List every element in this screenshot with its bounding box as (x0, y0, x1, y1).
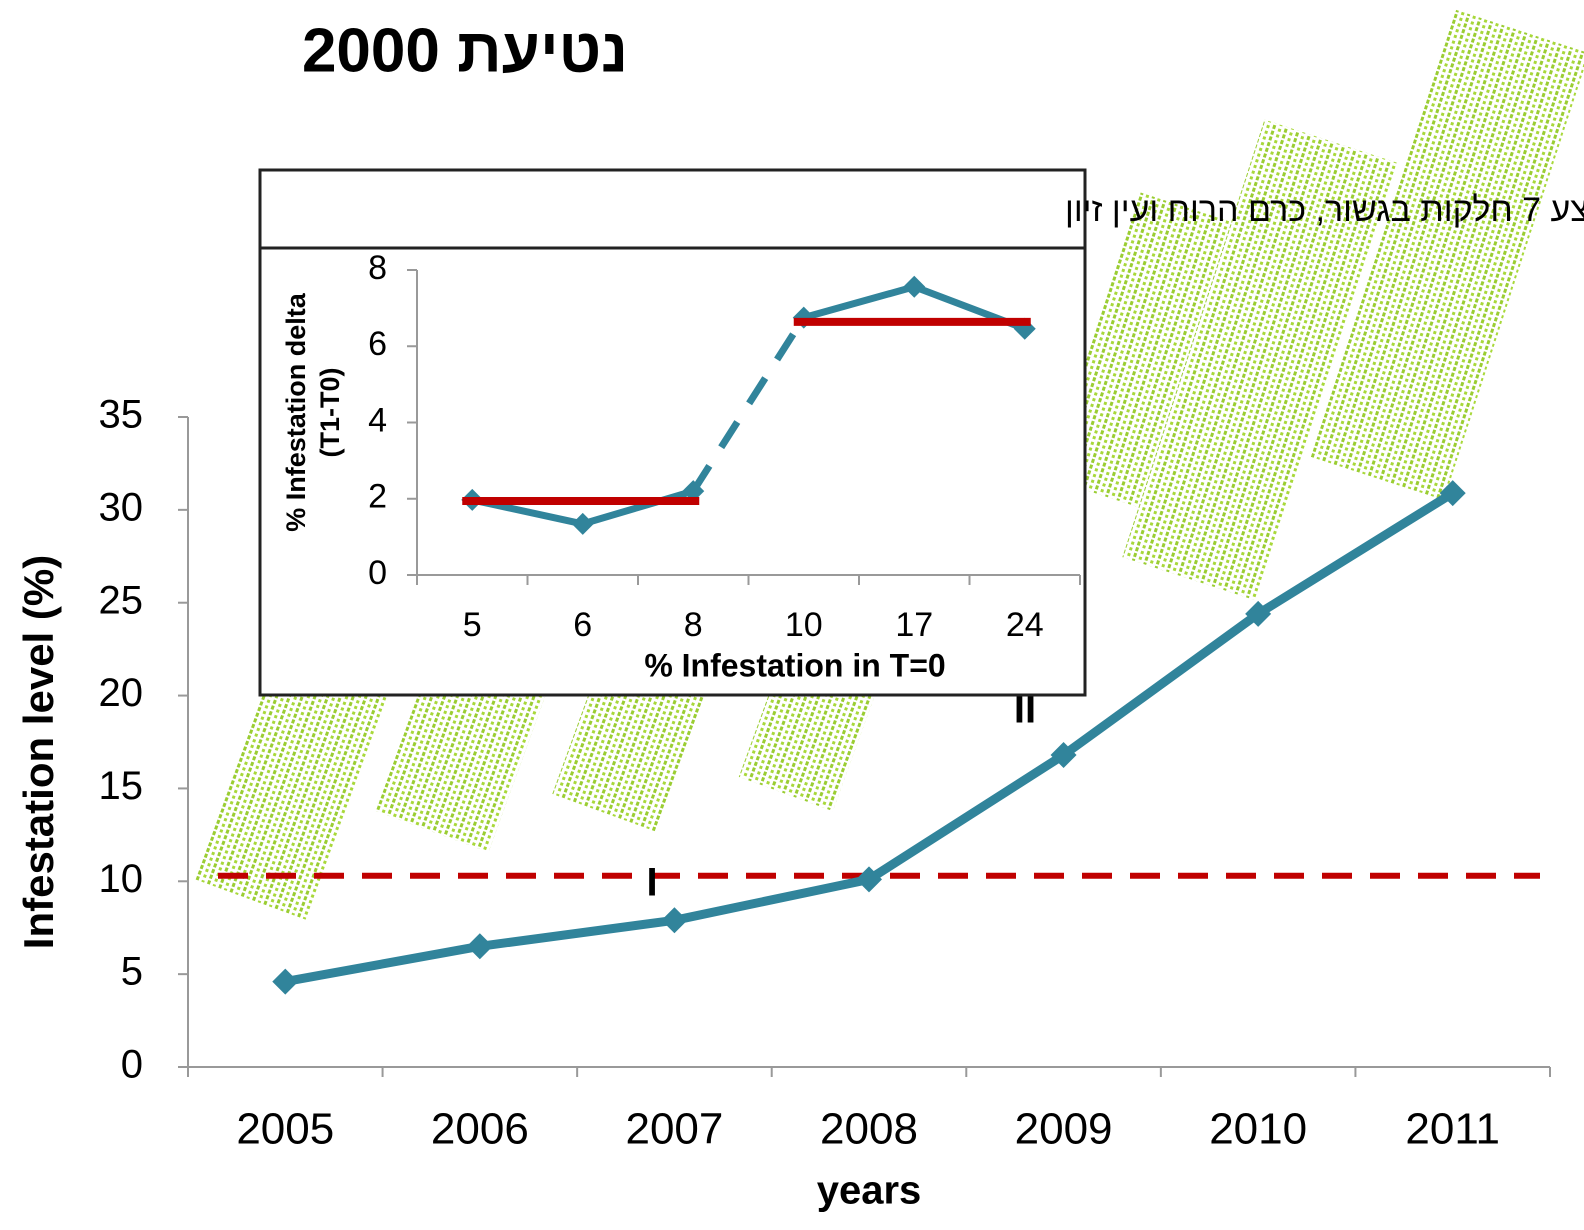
x-tick-label: 17 (895, 606, 933, 644)
line-segment (690, 315, 807, 494)
x-tick-label: 5 (463, 606, 482, 644)
point-marker (661, 907, 688, 934)
x-axis-title: % Infestation in T=0 (644, 647, 945, 683)
point-marker (466, 933, 493, 960)
x-tick-label: 24 (1006, 606, 1044, 644)
point-marker (1050, 742, 1077, 768)
x-tick-label: 2011 (1405, 1105, 1500, 1154)
line-segment (579, 487, 697, 528)
point-marker (682, 480, 705, 503)
point-marker (1245, 600, 1272, 627)
y-tick-label: 0 (368, 554, 387, 592)
y-axis-title-line: (T1-T0) (315, 368, 345, 458)
y-tick-label: 8 (368, 249, 387, 287)
y-tick-label: 5 (121, 950, 143, 994)
line-segment (1253, 488, 1458, 619)
line-segment (800, 283, 918, 322)
y-tick-label: 20 (99, 671, 144, 715)
chart-title: נטיעת 2000 (302, 16, 628, 85)
inset-title: ממוצע 7 חלקות בגשור, כרם הרוח ועין זיון (1065, 191, 1584, 229)
point-marker (856, 866, 882, 893)
annotation: I (646, 861, 657, 905)
x-tick-label: 8 (684, 606, 703, 644)
x-tick-label: 2005 (236, 1105, 334, 1154)
inset-frame (258, 168, 1087, 697)
vine-images (193, 9, 1584, 920)
annotation: II (1014, 688, 1036, 732)
y-tick-label: 25 (99, 578, 144, 622)
x-axis-title: years (817, 1169, 922, 1213)
x-tick-label: 2008 (820, 1105, 918, 1154)
y-axis-title-line: % Infestation delta (281, 292, 311, 532)
y-tick-label: 15 (99, 764, 144, 808)
line-segment (475, 915, 679, 951)
y-tick-label: 10 (99, 857, 144, 901)
line-segment (280, 941, 485, 987)
point-marker (1439, 480, 1466, 507)
x-tick-label: 2009 (1015, 1105, 1113, 1154)
vine-plot (1122, 119, 1398, 601)
point-marker (903, 275, 926, 298)
y-axis-title: Infestation level (%) (15, 555, 62, 949)
y-tick-label: 6 (368, 325, 387, 363)
line-segment (864, 750, 1069, 884)
x-tick-label: 2007 (625, 1105, 723, 1154)
line-segment (669, 874, 874, 925)
point-marker (272, 968, 299, 995)
y-tick-label: 0 (121, 1043, 143, 1087)
x-tick-label: 10 (785, 606, 823, 644)
x-tick-label: 6 (573, 606, 592, 644)
point-marker (571, 512, 594, 535)
y-tick-label: 35 (99, 393, 144, 437)
y-tick-label: 2 (368, 478, 387, 516)
x-tick-label: 2006 (431, 1105, 529, 1154)
x-tick-label: 2010 (1209, 1105, 1307, 1154)
line-segment (1059, 609, 1263, 760)
y-axis-title: % Infestation delta (T1-T0) (281, 292, 345, 532)
y-tick-label: 4 (368, 401, 387, 439)
vine-plot (1310, 9, 1584, 501)
vine-plot (1046, 191, 1234, 509)
y-tick-label: 30 (99, 485, 144, 529)
